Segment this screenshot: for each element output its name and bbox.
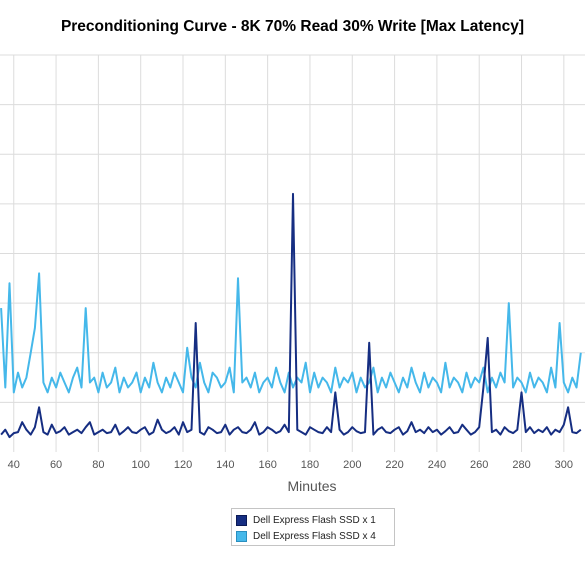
chart-title: Preconditioning Curve - 8K 70% Read 30% … <box>60 18 525 35</box>
legend-item-ssd-x1: Dell Express Flash SSD x 1 <box>236 512 394 528</box>
legend-swatch-ssd-x1 <box>236 514 247 526</box>
legend: Dell Express Flash SSD x 1 Dell Express … <box>231 508 395 546</box>
x-tick-label: 160 <box>258 459 276 471</box>
x-tick-label: 200 <box>343 459 361 471</box>
x-tick-label: 80 <box>92 459 104 471</box>
x-tick-label: 260 <box>470 459 488 471</box>
x-tick-label: 60 <box>50 459 62 471</box>
x-tick-label: 120 <box>174 459 192 471</box>
legend-label-ssd-x1: Dell Express Flash SSD x 1 <box>253 514 376 526</box>
x-tick-label: 180 <box>301 459 319 471</box>
series-line-ssd-x1 <box>0 192 582 439</box>
x-tick-label: 220 <box>385 459 403 471</box>
x-axis-title: Minutes <box>287 478 336 494</box>
x-tick-label: 100 <box>132 459 150 471</box>
x-tick-label: 300 <box>555 459 573 471</box>
series-lines <box>0 192 582 439</box>
legend-item-ssd-x4: Dell Express Flash SSD x 4 <box>236 528 394 544</box>
x-tick-label: 140 <box>216 459 234 471</box>
x-tick-label: 280 <box>512 459 530 471</box>
x-tick-label: 240 <box>428 459 446 471</box>
x-axis-ticks: 40 60 80 100 120 140 160 180 200 220 240 260 280 300 <box>8 459 573 471</box>
legend-swatch-ssd-x4 <box>236 530 247 542</box>
legend-label-ssd-x4: Dell Express Flash SSD x 4 <box>253 530 376 542</box>
x-tick-label: 40 <box>8 459 20 471</box>
